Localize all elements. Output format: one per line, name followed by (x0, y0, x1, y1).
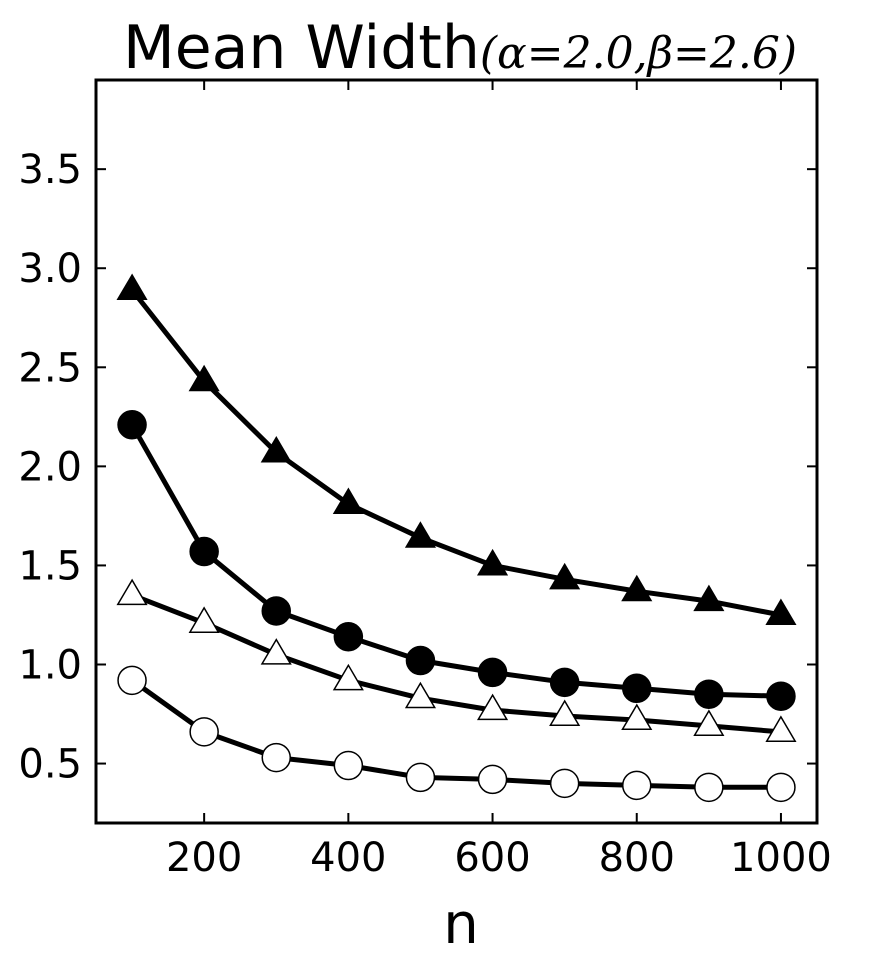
series-3 (116, 578, 797, 742)
data-point (476, 548, 509, 576)
data-point (260, 436, 292, 463)
series-1 (116, 273, 797, 626)
y-tick-label: 2.0 (18, 444, 82, 490)
x-tick-label: 200 (166, 835, 242, 881)
axis-ticks: 200 400 600 800 1000 0.5 1.0 1.5 2.0 2.5 3.0 3.5 (18, 80, 832, 881)
x-tick-label: 400 (310, 835, 386, 881)
y-tick-label: 3.0 (18, 246, 82, 292)
data-point (477, 657, 508, 688)
chart-title: Mean Width(α=2.0,β=2.6) (123, 13, 797, 83)
data-point (333, 750, 364, 781)
data-point (189, 717, 219, 747)
series-line (130, 678, 781, 790)
data-point (766, 772, 796, 803)
x-axis-label: n (443, 892, 479, 957)
data-point (549, 699, 581, 727)
data-point (765, 715, 797, 742)
y-tick-label: 2.5 (18, 345, 82, 391)
series-2 (117, 410, 796, 711)
plot-frame (94, 78, 819, 825)
series-line (130, 288, 782, 618)
data-point (765, 598, 797, 626)
data-point (333, 622, 364, 652)
data-point (261, 596, 291, 626)
data-point (116, 273, 148, 301)
data-point (404, 521, 437, 548)
data-point (477, 764, 508, 795)
data-point (188, 606, 220, 633)
plot-marks (116, 273, 797, 803)
data-point (117, 665, 147, 696)
data-point (117, 410, 147, 440)
data-point (188, 364, 220, 392)
data-point (549, 667, 580, 698)
x-tick-label: 800 (599, 835, 675, 881)
data-point (549, 768, 580, 799)
data-point (549, 562, 581, 590)
chart-title-params: (α=2.0,β=2.6) (480, 28, 797, 79)
data-point (694, 772, 724, 803)
series-line (131, 592, 782, 735)
data-point (404, 681, 437, 709)
data-point (332, 663, 364, 691)
y-tick-label: 1.0 (18, 642, 82, 688)
data-point (405, 762, 436, 793)
data-point (622, 673, 652, 704)
data-point (189, 536, 219, 567)
data-point (405, 645, 436, 676)
series-line (129, 423, 781, 699)
data-point (332, 487, 364, 515)
y-tick-label: 3.5 (18, 147, 82, 193)
x-tick-label: 600 (454, 835, 530, 881)
data-point (766, 681, 796, 711)
data-point (260, 638, 292, 665)
data-point (621, 703, 653, 731)
data-point (116, 578, 148, 606)
x-tick-label: 1000 (730, 835, 832, 881)
data-point (261, 742, 291, 773)
data-point (622, 770, 652, 801)
data-point (694, 679, 724, 709)
data-point (621, 574, 653, 602)
data-point (693, 584, 725, 612)
data-point (476, 693, 509, 721)
data-point (693, 709, 725, 736)
y-tick-label: 1.5 (18, 543, 82, 589)
series-4 (117, 665, 796, 803)
chart-title-main: Mean Width (123, 13, 480, 83)
y-tick-label: 0.5 (18, 742, 82, 788)
